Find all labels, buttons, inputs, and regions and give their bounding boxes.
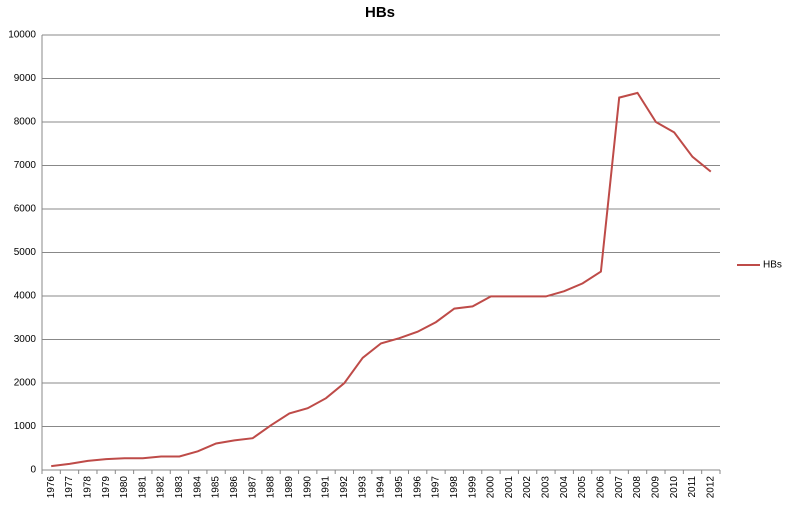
x-tick-label: 1980: [119, 476, 130, 499]
y-tick-label: 8000: [14, 117, 37, 128]
y-tick-label: 0: [30, 465, 36, 476]
chart-title: HBs: [365, 4, 395, 21]
x-tick-label: 2004: [559, 476, 570, 499]
x-tick-label: 1994: [376, 476, 387, 499]
x-tick-label: 1996: [412, 476, 423, 499]
x-tick-label: 1976: [46, 476, 57, 499]
x-tick-label: 2005: [577, 476, 588, 499]
x-tick-label: 1993: [357, 476, 368, 499]
data-line: [51, 91, 712, 468]
x-tick-label: 2006: [596, 476, 607, 499]
x-tick-label: 2010: [669, 476, 680, 499]
x-tick-label: 1997: [431, 476, 442, 499]
legend-label: HBs: [763, 260, 782, 271]
y-tick-label: 3000: [14, 334, 37, 345]
x-tick-label: 1984: [192, 476, 203, 499]
x-tick-label: 1989: [284, 476, 295, 499]
x-tick-label: 2008: [632, 476, 643, 499]
y-tick-label: 2000: [14, 378, 37, 389]
x-tick-label: 2012: [705, 476, 716, 499]
x-tick-label: 1983: [174, 476, 185, 499]
y-tick-label: 7000: [14, 160, 37, 171]
x-tick-label: 2000: [486, 476, 497, 499]
y-tick-label: 9000: [14, 73, 37, 84]
x-tick-label: 1986: [229, 476, 240, 499]
x-tick-label: 2007: [614, 476, 625, 499]
x-tick-label: 2009: [651, 476, 662, 499]
y-tick-label: 1000: [14, 421, 37, 432]
x-tick-label: 1988: [266, 476, 277, 499]
x-tick-label: 1987: [247, 476, 258, 499]
x-tick-label: 1981: [137, 476, 148, 499]
x-tick-label: 1995: [394, 476, 405, 499]
x-tick-label: 1985: [211, 476, 222, 499]
x-tick-label: 1990: [302, 476, 313, 499]
x-tick-label: 2001: [504, 476, 515, 499]
x-tick-label: 1992: [339, 476, 350, 499]
x-tick-label: 1977: [64, 476, 75, 499]
y-tick-label: 4000: [14, 291, 37, 302]
x-tick-label: 1982: [156, 476, 167, 499]
y-tick-label: 10000: [8, 30, 36, 41]
x-tick-label: 2003: [541, 476, 552, 499]
y-tick-label: 6000: [14, 204, 37, 215]
x-tick-label: 1978: [82, 476, 93, 499]
x-tick-label: 1998: [449, 476, 460, 499]
y-tick-label: 5000: [14, 247, 37, 258]
x-tick-label: 1979: [101, 476, 112, 499]
x-tick-label: 1999: [467, 476, 478, 499]
x-tick-label: 2011: [687, 476, 698, 498]
x-tick-label: 1991: [321, 476, 332, 499]
x-tick-label: 2002: [522, 476, 533, 499]
